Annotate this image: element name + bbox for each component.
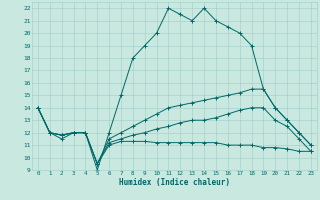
X-axis label: Humidex (Indice chaleur): Humidex (Indice chaleur) [119, 178, 230, 187]
